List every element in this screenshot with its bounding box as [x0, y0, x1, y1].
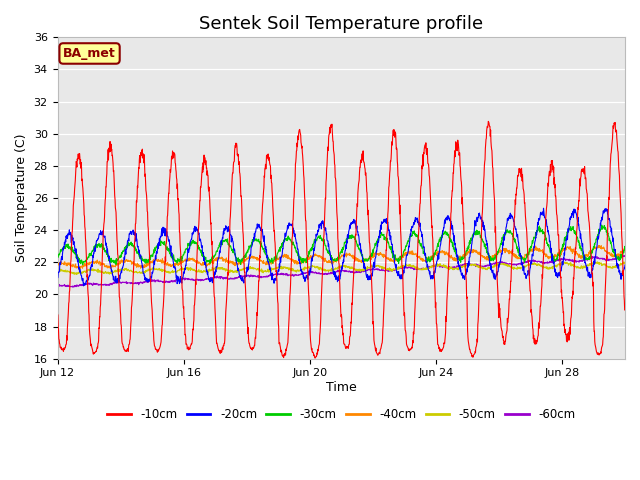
Title: Sentek Soil Temperature profile: Sentek Soil Temperature profile	[199, 15, 483, 33]
X-axis label: Time: Time	[326, 381, 356, 394]
Legend: -10cm, -20cm, -30cm, -40cm, -50cm, -60cm: -10cm, -20cm, -30cm, -40cm, -50cm, -60cm	[102, 403, 580, 426]
Text: BA_met: BA_met	[63, 47, 116, 60]
Y-axis label: Soil Temperature (C): Soil Temperature (C)	[15, 134, 28, 262]
